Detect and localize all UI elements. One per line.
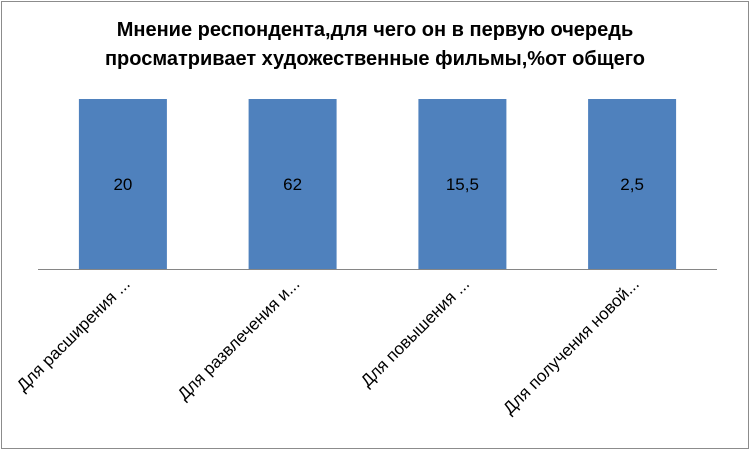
x-tick-label-3: Для повышения ... xyxy=(357,274,473,390)
x-tick-label-2: Для развлечения и... xyxy=(174,274,303,403)
data-label-1: 20 xyxy=(113,175,132,194)
chart-title: Мнение респондента,для чего он в первую … xyxy=(104,19,646,70)
data-label-2: 62 xyxy=(283,175,302,194)
bar-2 xyxy=(248,99,337,269)
x-tick-label-1: Для расширения ... xyxy=(13,274,134,395)
bar-4 xyxy=(588,99,677,269)
bar-3 xyxy=(418,99,507,269)
bar-1 xyxy=(78,99,167,269)
data-label-4: 2,5 xyxy=(620,175,644,194)
x-tick-label-4: Для получения новой... xyxy=(499,274,643,418)
data-label-3: 15,5 xyxy=(446,175,479,194)
